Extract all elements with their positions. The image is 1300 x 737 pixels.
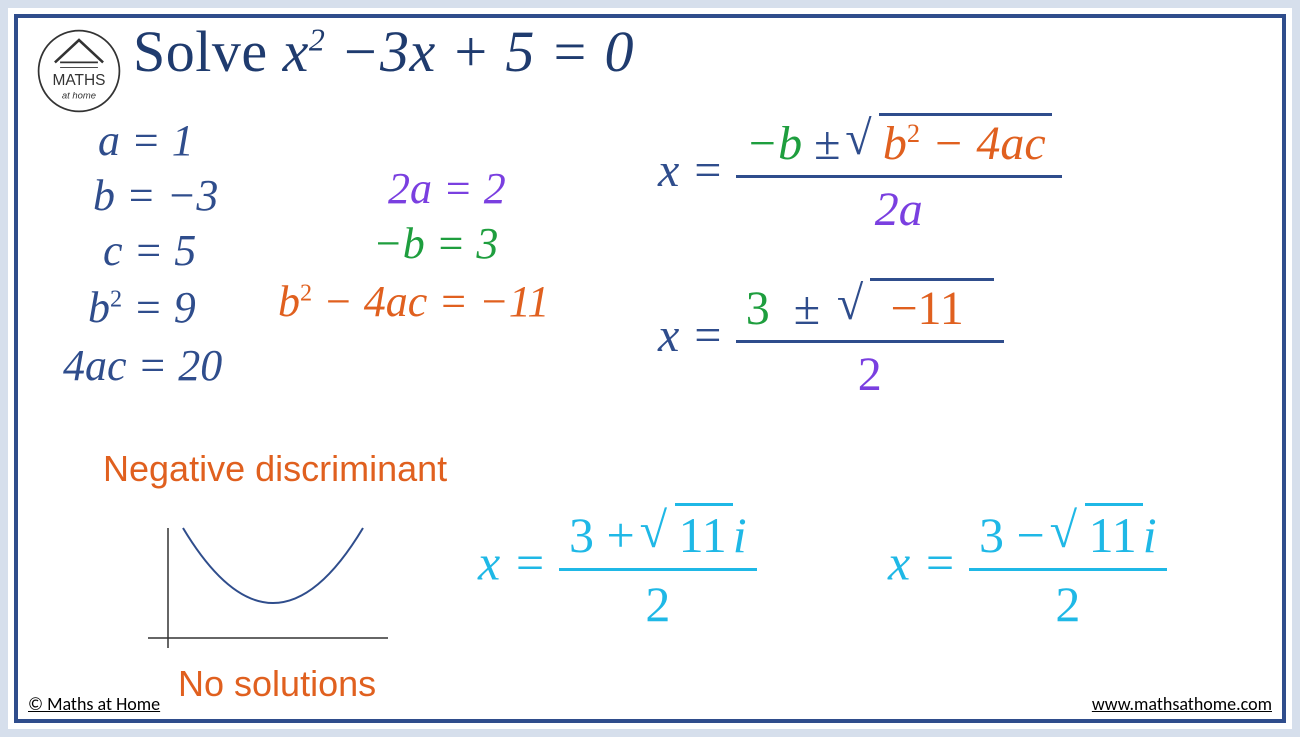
sol2-rad: 11 <box>1057 503 1143 564</box>
quadratic-formula: x = −b ± b2 − 4ac 2a <box>658 113 1062 237</box>
parabola-sketch <box>138 518 398 668</box>
footer-url: www.mathsathome.com <box>1092 693 1272 715</box>
formula-lhs: x = <box>658 144 724 197</box>
negative-discriminant-label: Negative discriminant <box>103 448 447 490</box>
coeff-c: c = 5 <box>103 223 196 278</box>
sol1-lhs: x = <box>478 534 546 590</box>
footer-copyright: © Maths at Home <box>28 693 160 715</box>
formula-radical: b2 − 4ac <box>852 113 1051 171</box>
svg-text:at home: at home <box>62 91 96 102</box>
step2-3: 3 <box>746 282 770 335</box>
logo: MATHS at home <box>36 28 122 114</box>
formula-substituted: x = 3 ± −11 2 <box>658 278 1004 402</box>
coeff-4ac: 4ac = 20 <box>63 338 222 393</box>
sol2-den: 2 <box>969 571 1167 633</box>
solution-2: x = 3 − 11i 2 <box>888 503 1167 633</box>
parabola-curve <box>183 528 363 603</box>
svg-text:MATHS: MATHS <box>53 72 106 89</box>
calc-2a: 2a = 2 <box>388 163 506 214</box>
step2-radical: −11 <box>844 278 994 336</box>
solution-1: x = 3 + 11i 2 <box>478 503 757 633</box>
calc-negb: −b = 3 <box>373 218 498 269</box>
no-solutions-label: No solutions <box>178 663 376 705</box>
page-title: Solve x2 −3x + 5 = 0 <box>133 18 634 85</box>
sol1-den: 2 <box>559 571 757 633</box>
step2-lhs: x = <box>658 309 724 362</box>
coeff-b: b = −3 <box>93 168 218 223</box>
eq-sq: 2 <box>309 23 325 58</box>
coeff-b2: b2 = 9 <box>88 280 196 335</box>
step2-pm: ± <box>794 282 820 335</box>
title-prefix: Solve <box>133 19 283 84</box>
slide: MATHS at home Solve x2 −3x + 5 = 0 a = 1… <box>14 14 1286 723</box>
eq-var: x <box>283 19 309 84</box>
step2-den: 2 <box>736 343 1004 402</box>
formula-negb: −b <box>746 117 802 170</box>
coeff-a: a = 1 <box>98 113 194 168</box>
sol2-lhs: x = <box>888 534 956 590</box>
eq-rhs: = 0 <box>550 19 634 84</box>
eq-lin: −3x <box>340 19 435 84</box>
formula-pm: ± <box>814 117 840 170</box>
eq-const: + 5 <box>451 19 535 84</box>
sol1-rad: 11 <box>647 503 733 564</box>
calc-disc: b2 − 4ac = −11 <box>278 276 549 327</box>
formula-den: 2a <box>736 178 1062 237</box>
